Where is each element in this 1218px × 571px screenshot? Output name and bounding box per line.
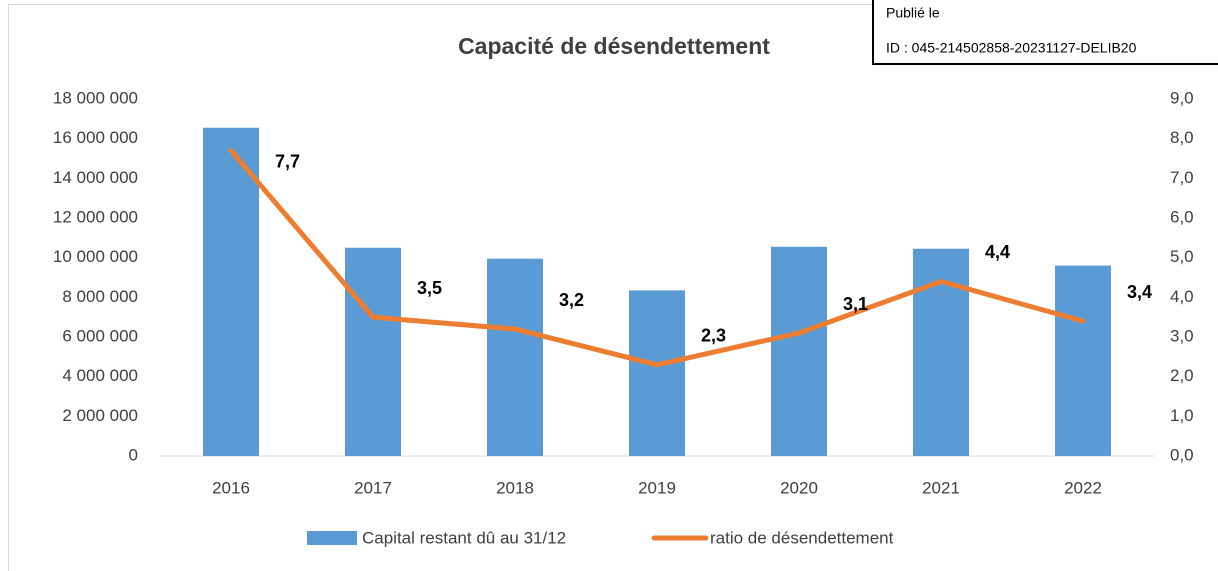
y-tick-label: 8 000 000 [62, 287, 138, 306]
y2-tick-label: 8,0 [1170, 128, 1194, 147]
x-tick-label: 2017 [354, 478, 392, 497]
legend-label: ratio de désendettement [710, 528, 894, 547]
x-tick-label: 2021 [922, 478, 960, 497]
bar [629, 290, 685, 456]
legend-label: Capital restant dû au 31/12 [362, 528, 566, 547]
y2-tick-label: 9,0 [1170, 88, 1194, 107]
stamp-text: Publié le [886, 5, 940, 21]
y-tick-label: 18 000 000 [53, 88, 138, 107]
data-label: 2,3 [701, 326, 726, 346]
y-tick-label: 4 000 000 [62, 366, 138, 385]
y2-tick-label: 4,0 [1170, 287, 1194, 306]
chart-frame [8, 4, 1218, 571]
data-label: 3,2 [559, 290, 584, 310]
y-tick-label: 0 [129, 445, 138, 464]
y2-tick-label: 0,0 [1170, 445, 1194, 464]
legend-swatch [307, 531, 357, 545]
data-label: 7,7 [275, 151, 300, 171]
y-tick-label: 12 000 000 [53, 207, 138, 226]
y-tick-label: 6 000 000 [62, 326, 138, 345]
data-label: 3,5 [417, 278, 442, 298]
y2-tick-label: 3,0 [1170, 326, 1194, 345]
y-tick-label: 10 000 000 [53, 247, 138, 266]
x-tick-label: 2018 [496, 478, 534, 497]
y-tick-label: 2 000 000 [62, 406, 138, 425]
y-tick-label: 14 000 000 [53, 168, 138, 187]
stamp-box [872, 0, 1218, 65]
x-tick-label: 2016 [212, 478, 250, 497]
bar [203, 127, 259, 456]
bar [771, 246, 827, 456]
stamp: Publié le ID : 045-214502858-20231127-DE… [872, 0, 1218, 65]
bar [487, 258, 543, 456]
y2-tick-label: 2,0 [1170, 366, 1194, 385]
x-tick-label: 2022 [1064, 478, 1102, 497]
stamp-text: ID : 045-214502858-20231127-DELIB20 [886, 40, 1137, 56]
bar [345, 247, 401, 456]
y-tick-label: 16 000 000 [53, 128, 138, 147]
data-label: 3,4 [1127, 282, 1152, 302]
y2-tick-label: 1,0 [1170, 406, 1194, 425]
data-label: 3,1 [843, 294, 868, 314]
y2-tick-label: 5,0 [1170, 247, 1194, 266]
y2-tick-label: 7,0 [1170, 168, 1194, 187]
chart-title: Capacité de désendettement [458, 33, 770, 59]
line [228, 148, 1086, 368]
x-tick-label: 2020 [780, 478, 818, 497]
y2-tick-label: 6,0 [1170, 207, 1194, 226]
bar [1055, 265, 1111, 456]
data-label: 4,4 [985, 242, 1010, 262]
x-tick-label: 2019 [638, 478, 676, 497]
